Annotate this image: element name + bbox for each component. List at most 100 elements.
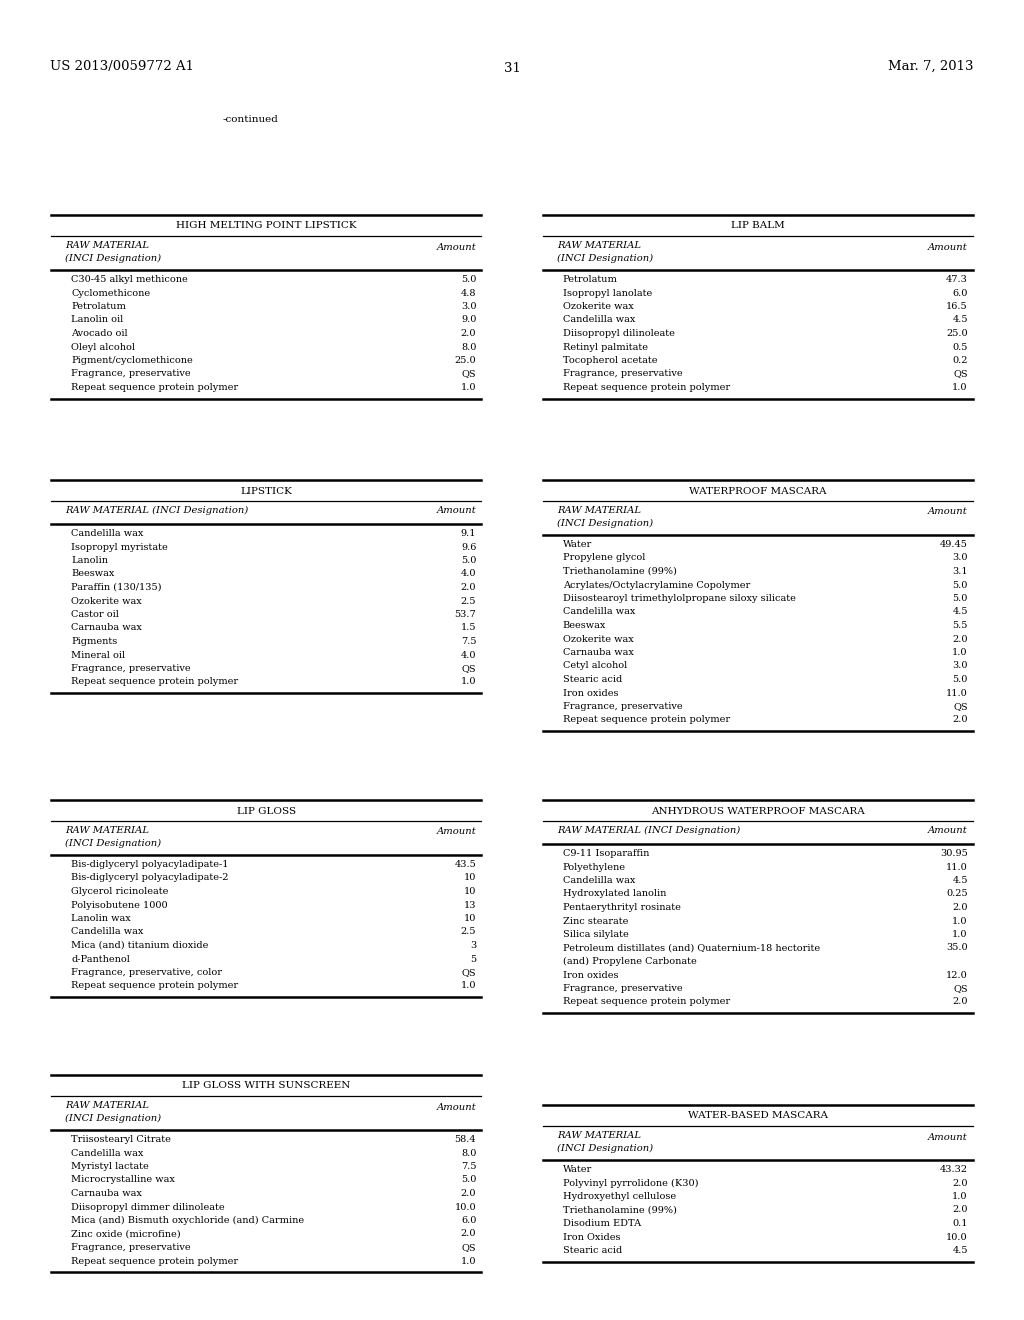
Text: 5.0: 5.0: [952, 675, 968, 684]
Text: Repeat sequence protein polymer: Repeat sequence protein polymer: [563, 715, 730, 725]
Text: 2.0: 2.0: [952, 903, 968, 912]
Text: Fragrance, preservative: Fragrance, preservative: [72, 664, 190, 673]
Text: Repeat sequence protein polymer: Repeat sequence protein polymer: [72, 982, 239, 990]
Text: Petrolatum: Petrolatum: [563, 275, 617, 284]
Text: 4.8: 4.8: [461, 289, 476, 297]
Text: 5.0: 5.0: [952, 594, 968, 603]
Text: Pigment/cyclomethicone: Pigment/cyclomethicone: [72, 356, 193, 366]
Text: Amount: Amount: [928, 243, 968, 252]
Text: 2.0: 2.0: [461, 583, 476, 591]
Text: Carnauba wax: Carnauba wax: [72, 623, 142, 632]
Text: 16.5: 16.5: [946, 302, 968, 312]
Text: 12.0: 12.0: [946, 970, 968, 979]
Text: QS: QS: [953, 702, 968, 711]
Text: Carnauba wax: Carnauba wax: [72, 1189, 142, 1199]
Text: 25.0: 25.0: [455, 356, 476, 366]
Text: 25.0: 25.0: [946, 329, 968, 338]
Text: 2.0: 2.0: [952, 1179, 968, 1188]
Text: 4.5: 4.5: [952, 315, 968, 325]
Text: QS: QS: [953, 983, 968, 993]
Text: LIPSTICK: LIPSTICK: [241, 487, 292, 495]
Text: Mica (and) titanium dioxide: Mica (and) titanium dioxide: [72, 941, 209, 950]
Text: 11.0: 11.0: [946, 689, 968, 697]
Text: 1.0: 1.0: [952, 1192, 968, 1201]
Text: QS: QS: [462, 1243, 476, 1251]
Text: Ozokerite wax: Ozokerite wax: [72, 597, 142, 606]
Text: Candelilla wax: Candelilla wax: [72, 1148, 143, 1158]
Text: -continued: -continued: [223, 115, 279, 124]
Text: Myristyl lactate: Myristyl lactate: [72, 1162, 148, 1171]
Text: Candelilla wax: Candelilla wax: [72, 529, 143, 539]
Text: Candelilla wax: Candelilla wax: [563, 876, 635, 884]
Text: 58.4: 58.4: [455, 1135, 476, 1144]
Text: C9-11 Isoparaffin: C9-11 Isoparaffin: [563, 849, 649, 858]
Text: Repeat sequence protein polymer: Repeat sequence protein polymer: [563, 998, 730, 1006]
Text: 2.0: 2.0: [952, 998, 968, 1006]
Text: Amount: Amount: [436, 1102, 476, 1111]
Text: 6.0: 6.0: [952, 289, 968, 297]
Text: 5.0: 5.0: [952, 581, 968, 590]
Text: 2.5: 2.5: [461, 597, 476, 606]
Text: Water: Water: [563, 540, 592, 549]
Text: Repeat sequence protein polymer: Repeat sequence protein polymer: [563, 383, 730, 392]
Text: US 2013/0059772 A1: US 2013/0059772 A1: [50, 59, 194, 73]
Text: Amount: Amount: [436, 506, 476, 515]
Text: 0.25: 0.25: [946, 890, 968, 899]
Text: Castor oil: Castor oil: [72, 610, 119, 619]
Text: Candelilla wax: Candelilla wax: [563, 607, 635, 616]
Text: Petrolatum: Petrolatum: [72, 302, 126, 312]
Text: 1.0: 1.0: [461, 383, 476, 392]
Text: RAW MATERIAL (INCI Designation): RAW MATERIAL (INCI Designation): [66, 506, 249, 515]
Text: LIP BALM: LIP BALM: [731, 222, 784, 231]
Text: Petroleum distillates (and) Quaternium-18 hectorite: Petroleum distillates (and) Quaternium-1…: [563, 944, 820, 953]
Text: 5.0: 5.0: [461, 275, 476, 284]
Text: 9.6: 9.6: [461, 543, 476, 552]
Text: Stearic acid: Stearic acid: [563, 675, 622, 684]
Text: Beeswax: Beeswax: [72, 569, 115, 578]
Text: Isopropyl lanolate: Isopropyl lanolate: [563, 289, 652, 297]
Text: 1.0: 1.0: [952, 383, 968, 392]
Text: Tocopherol acetate: Tocopherol acetate: [563, 356, 657, 366]
Text: 5.5: 5.5: [952, 620, 968, 630]
Text: 47.3: 47.3: [946, 275, 968, 284]
Text: 0.5: 0.5: [952, 342, 968, 351]
Text: LIP GLOSS WITH SUNSCREEN: LIP GLOSS WITH SUNSCREEN: [182, 1081, 350, 1090]
Text: Fragrance, preservative: Fragrance, preservative: [563, 702, 682, 711]
Text: Beeswax: Beeswax: [563, 620, 606, 630]
Text: 1.0: 1.0: [952, 648, 968, 657]
Text: 5: 5: [470, 954, 476, 964]
Text: 8.0: 8.0: [461, 342, 476, 351]
Text: 0.2: 0.2: [952, 356, 968, 366]
Text: 2.5: 2.5: [461, 928, 476, 936]
Text: 49.45: 49.45: [940, 540, 968, 549]
Text: Polyisobutene 1000: Polyisobutene 1000: [72, 900, 168, 909]
Text: Fragrance, preservative: Fragrance, preservative: [72, 370, 190, 379]
Text: Avocado oil: Avocado oil: [72, 329, 128, 338]
Text: RAW MATERIAL (INCI Designation): RAW MATERIAL (INCI Designation): [557, 826, 740, 836]
Text: Disodium EDTA: Disodium EDTA: [563, 1218, 641, 1228]
Text: QS: QS: [462, 968, 476, 977]
Text: 5.0: 5.0: [461, 556, 476, 565]
Text: 3.0: 3.0: [461, 302, 476, 312]
Text: RAW MATERIAL: RAW MATERIAL: [66, 826, 150, 836]
Text: 3.0: 3.0: [952, 553, 968, 562]
Text: Fragrance, preservative: Fragrance, preservative: [563, 983, 682, 993]
Text: QS: QS: [462, 370, 476, 379]
Text: RAW MATERIAL: RAW MATERIAL: [66, 242, 150, 249]
Text: 2.0: 2.0: [952, 635, 968, 644]
Text: 1.0: 1.0: [952, 916, 968, 925]
Text: 1.0: 1.0: [461, 1257, 476, 1266]
Text: Polyvinyl pyrrolidone (K30): Polyvinyl pyrrolidone (K30): [563, 1179, 698, 1188]
Text: 10: 10: [464, 913, 476, 923]
Text: Candelilla wax: Candelilla wax: [72, 928, 143, 936]
Text: Stearic acid: Stearic acid: [563, 1246, 622, 1255]
Text: 4.5: 4.5: [952, 1246, 968, 1255]
Text: 9.1: 9.1: [461, 529, 476, 539]
Text: Pigments: Pigments: [72, 638, 118, 645]
Text: Isopropyl myristate: Isopropyl myristate: [72, 543, 168, 552]
Text: 10: 10: [464, 874, 476, 883]
Text: 35.0: 35.0: [946, 944, 968, 953]
Text: 2.0: 2.0: [952, 1205, 968, 1214]
Text: 30.95: 30.95: [940, 849, 968, 858]
Text: ANHYDROUS WATERPROOF MASCARA: ANHYDROUS WATERPROOF MASCARA: [651, 807, 864, 816]
